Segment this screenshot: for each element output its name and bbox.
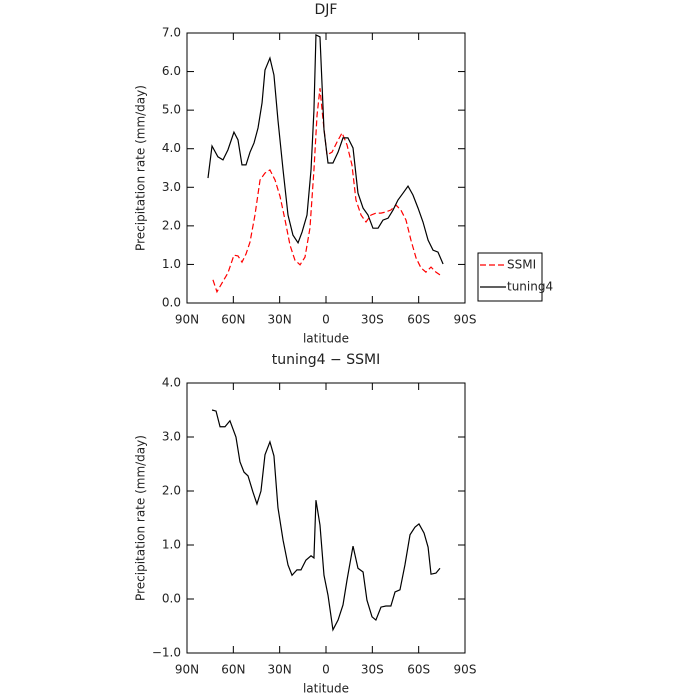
legend-box xyxy=(477,252,543,302)
x-tick-label: 30S xyxy=(361,313,384,327)
y-tick-label: 2.0 xyxy=(162,484,181,498)
y-tick-label: −1.0 xyxy=(152,646,181,660)
y-axis-label: Precipitation rate (mm/day) xyxy=(134,85,148,251)
y-tick-label: 3.0 xyxy=(162,430,181,444)
x-tick-label: 60N xyxy=(221,663,245,677)
y-tick-label: 5.0 xyxy=(162,103,181,117)
y-tick-label: 3.0 xyxy=(162,180,181,194)
x-tick-label: 90N xyxy=(175,663,199,677)
x-tick-label: 90S xyxy=(454,313,477,327)
y-tick-label: 4.0 xyxy=(162,376,181,390)
y-tick-label: 6.0 xyxy=(162,64,181,78)
y-tick-label: 1.0 xyxy=(162,538,181,552)
x-axis-label: latitude xyxy=(303,682,349,696)
y-tick-label: 2.0 xyxy=(162,218,181,232)
chart-title: tuning4 − SSMI xyxy=(272,352,380,368)
x-tick-label: 60S xyxy=(407,313,430,327)
x-axis-label: latitude xyxy=(303,332,349,346)
series-line xyxy=(207,33,444,265)
x-tick-label: 60N xyxy=(221,313,245,327)
plot-frame xyxy=(186,32,466,304)
x-tick-label: 30N xyxy=(268,313,292,327)
y-axis-label: Precipitation rate (mm/day) xyxy=(134,435,148,601)
x-tick-label: 30N xyxy=(268,663,292,677)
y-tick-label: 1.0 xyxy=(162,257,181,271)
y-tick-label: 0.0 xyxy=(162,296,181,310)
x-tick-label: 90S xyxy=(454,663,477,677)
chart-title: DJF xyxy=(315,2,338,18)
x-tick-label: 0 xyxy=(322,663,330,677)
x-tick-label: 0 xyxy=(322,313,330,327)
y-tick-label: 7.0 xyxy=(162,26,181,40)
x-tick-label: 60S xyxy=(407,663,430,677)
y-tick-label: 0.0 xyxy=(162,592,181,606)
y-tick-label: 4.0 xyxy=(162,141,181,155)
legend-label: tuning4 xyxy=(507,280,553,294)
legend-label: SSMI xyxy=(507,258,536,272)
x-tick-label: 30S xyxy=(361,663,384,677)
series-line xyxy=(212,88,441,294)
x-tick-label: 90N xyxy=(175,313,199,327)
series-line xyxy=(211,409,441,632)
plot-frame xyxy=(186,382,466,654)
